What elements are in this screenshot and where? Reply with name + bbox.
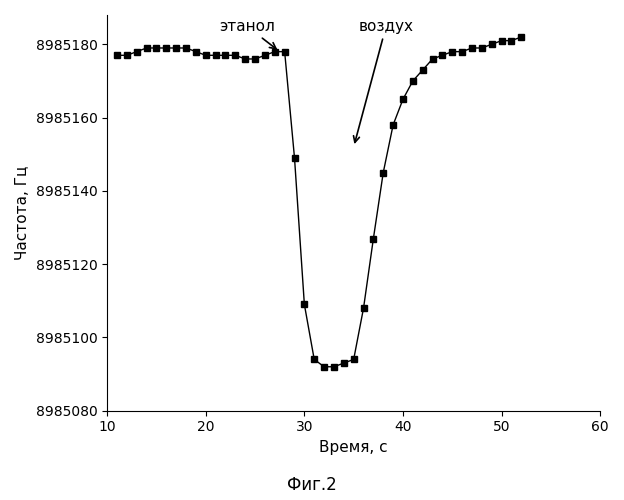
X-axis label: Время, с: Время, с	[319, 440, 388, 455]
Y-axis label: Частота, Гц: Частота, Гц	[15, 166, 30, 260]
Text: этанол: этанол	[219, 18, 276, 49]
Text: воздух: воздух	[354, 18, 414, 142]
Text: Фиг.2: Фиг.2	[287, 476, 337, 494]
